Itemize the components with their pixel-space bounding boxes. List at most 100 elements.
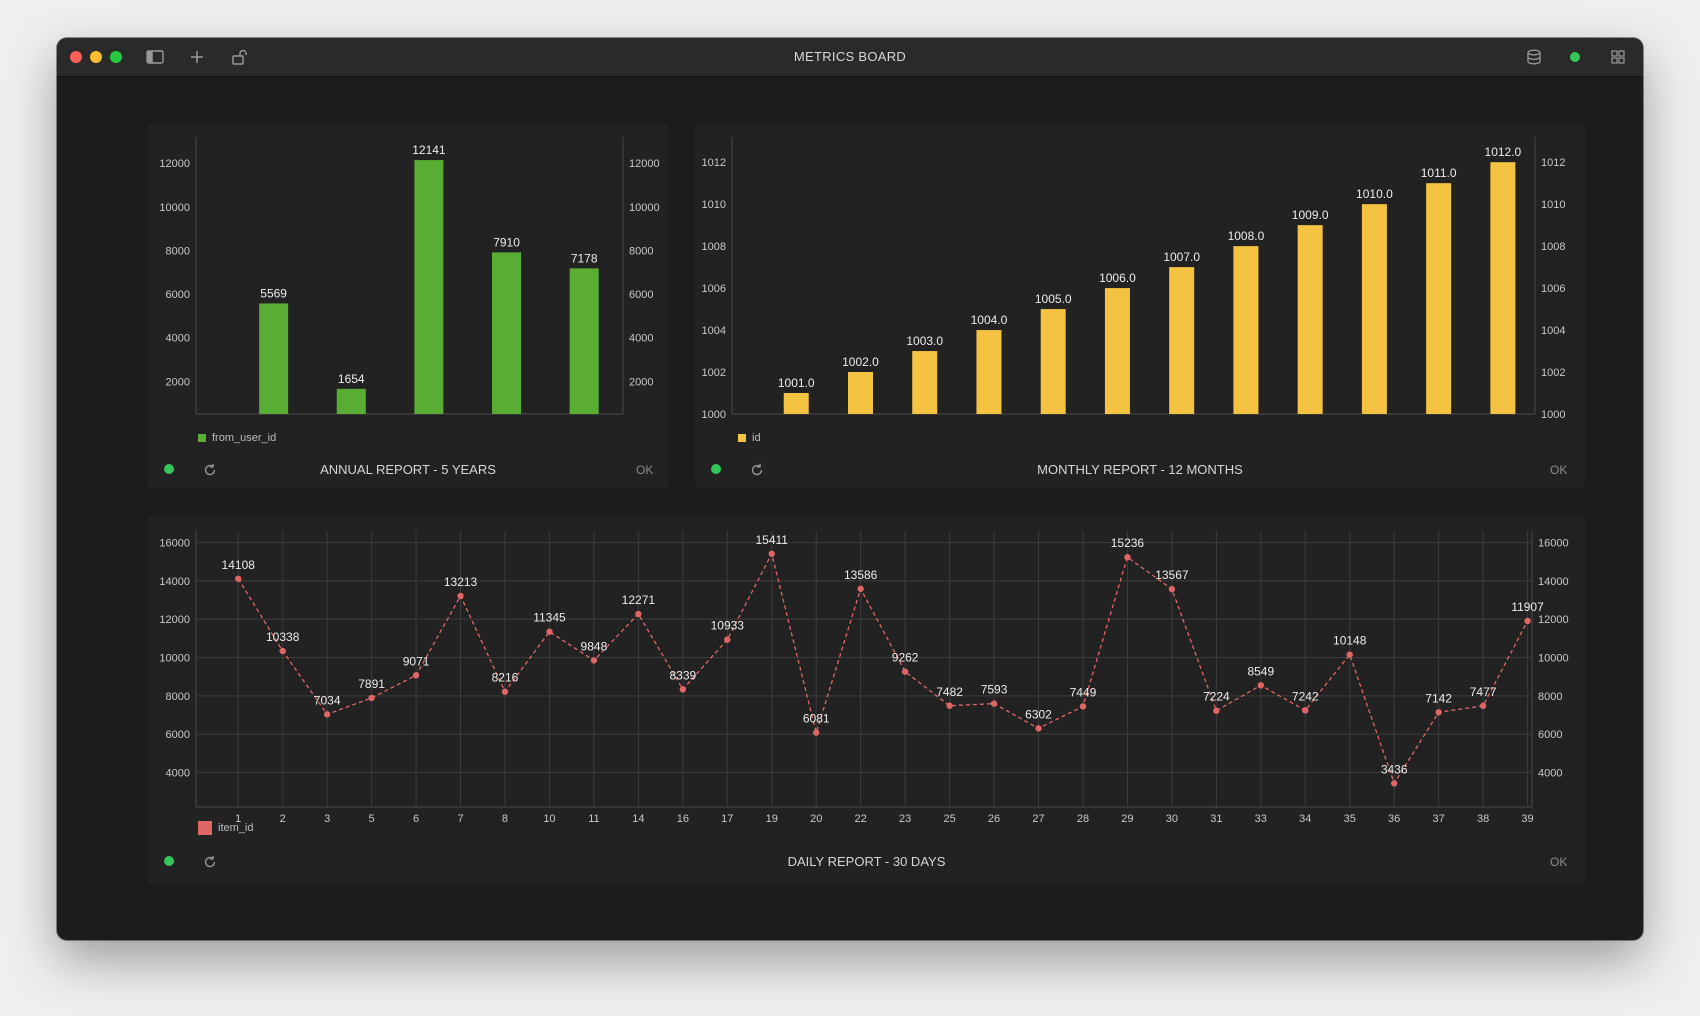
app-window: METRICS BOARD 2000 2000 4000 4000 6000 6000 80… [57,38,1643,940]
x-tick-label: 34 [1299,813,1311,825]
annual-status-text: OK [636,463,654,477]
bar [847,372,873,414]
monthly-status-text: OK [1550,463,1568,477]
data-label: 7224 [1203,690,1230,704]
y-tick-label-left: 8000 [166,245,190,257]
data-point [1124,553,1131,561]
bar [1361,204,1387,414]
monthly-bar-chart: 1000 1000 1002 1002 1004 1004 1006 1006 1008 1008… [702,137,1565,421]
y-tick-label-right: 1006 [1541,283,1565,295]
bar-value-label: 1007.0 [1163,250,1200,264]
minimize-button[interactable] [90,51,102,63]
x-tick-label: 20 [810,813,822,825]
y-tick-label-left: 2000 [166,376,190,388]
close-button[interactable] [70,51,82,63]
legend-label: from_user_id [212,432,277,444]
refresh-icon[interactable] [749,462,765,478]
bar-value-label: 1654 [338,372,365,386]
unlock-icon[interactable] [228,46,250,68]
x-tick-label: 5 [369,813,375,825]
x-tick-label: 1 [235,813,241,825]
data-point [1302,707,1309,714]
data-point [768,550,775,557]
data-label: 11345 [533,611,566,625]
data-label: 15411 [756,533,789,547]
grid-icon[interactable] [1607,46,1629,68]
data-label: 6302 [1025,707,1052,721]
y-tick-label-right: 1012 [1541,157,1565,169]
data-label: 6081 [803,712,830,726]
bar-value-label: 1002.0 [842,355,879,369]
series-line [237,551,1529,785]
data-point [813,729,820,736]
data-point [1346,651,1353,658]
bar [1040,309,1066,414]
x-tick-label: 10 [543,813,555,825]
data-label: 8549 [1247,664,1274,678]
bar [1426,183,1452,414]
data-point [946,702,953,709]
y-tick-label-right: 8000 [1538,691,1562,703]
y-tick-label-right: 10000 [1538,653,1569,665]
data-label: 7034 [314,693,341,707]
data-point [1213,707,1220,714]
data-point [546,628,553,635]
data-point [279,647,286,655]
y-tick-label-right: 10000 [629,202,660,214]
x-tick-label: 39 [1521,813,1533,825]
data-point [590,657,598,664]
x-tick-label: 2 [280,813,286,825]
data-label: 10338 [266,630,300,644]
data-label: 11907 [1511,600,1544,614]
data-label: 15236 [1111,536,1145,550]
data-point [457,592,464,600]
y-tick-label-right: 1000 [1541,409,1565,421]
y-tick-label-right: 12000 [629,158,660,170]
y-tick-label-left: 12000 [159,614,190,626]
database-icon[interactable] [1523,46,1545,68]
data-point [1035,725,1042,732]
data-point [1479,702,1487,710]
x-tick-label: 31 [1210,813,1222,825]
maximize-button[interactable] [110,51,122,63]
refresh-icon[interactable] [202,854,218,870]
monthly-report-panel: 1000 1000 1002 1002 1004 1004 1006 1006 1008 1008… [695,123,1585,488]
y-tick-label-right: 4000 [629,333,653,345]
x-tick-label: 38 [1477,813,1489,825]
daily-status-dot [164,856,174,866]
data-label: 12271 [622,593,656,607]
y-tick-label-left: 16000 [159,538,190,550]
bar [1169,267,1195,414]
y-tick-label-right: 6000 [629,289,653,301]
legend-swatch [738,434,746,442]
data-point [1257,682,1264,689]
annual-report-panel: 2000 2000 4000 4000 6000 6000 8000 8000 10000 100… [148,123,668,488]
refresh-icon[interactable] [202,462,218,478]
bar-value-label: 1003.0 [906,334,943,348]
data-point [1524,617,1531,625]
data-label: 8339 [669,668,696,682]
annual-panel-title: ANNUAL REPORT - 5 YEARS [320,462,496,477]
bar [259,303,289,414]
bar-value-label: 1009.0 [1292,208,1329,222]
x-tick-label: 25 [943,813,955,825]
daily-panel-title: DAILY REPORT - 30 DAYS [787,854,946,869]
annual-legend: from_user_id [198,432,276,444]
x-tick-label: 3 [324,813,330,825]
y-tick-label-left: 1008 [702,241,726,253]
sidebar-icon[interactable] [144,46,166,68]
plus-icon[interactable] [186,46,208,68]
legend-swatch [198,821,212,835]
data-label: 10148 [1333,634,1367,648]
data-point [724,636,731,643]
x-tick-label: 23 [899,813,911,825]
data-label: 9848 [581,639,608,653]
bar [1104,288,1130,414]
bar [414,160,444,414]
y-tick-label-left: 6000 [166,289,190,301]
x-tick-label: 8 [502,813,508,825]
bar [1297,225,1323,414]
y-tick-label-right: 8000 [629,245,653,257]
x-tick-label: 17 [721,813,733,825]
y-tick-label-right: 16000 [1538,538,1569,550]
